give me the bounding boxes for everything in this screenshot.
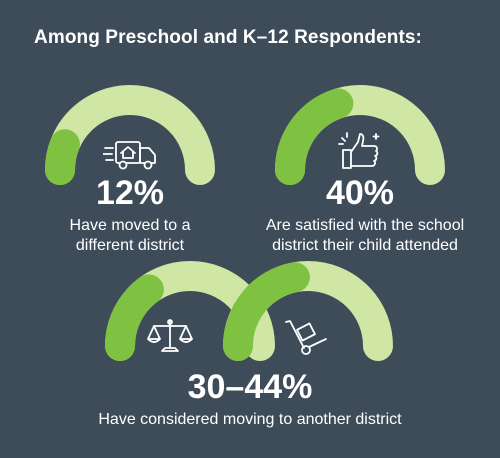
stat-desc-moved: Have moved to a different district (20, 216, 240, 256)
stat-desc-line: Have moved to a (69, 217, 191, 234)
page-title: Among Preschool and K–12 Respondents: (34, 27, 422, 48)
stat-desc-line: Are satisfied with the school (265, 217, 465, 234)
gauge-moved (45, 85, 215, 185)
gauge-fill (105, 274, 164, 361)
hand-truck-icon (285, 320, 327, 355)
stat-desc-satisfied: Are satisfied with the school district t… (240, 216, 490, 256)
gauge-fill (223, 262, 310, 361)
gauge-fill (45, 129, 80, 185)
scales-icon (147, 319, 193, 352)
stat-value-satisfied: 40% (325, 174, 395, 212)
stat-value-moved: 12% (95, 174, 165, 212)
gauge-considered-high (223, 261, 393, 361)
gauge-satisfied (275, 85, 445, 185)
moving-truck-icon (103, 141, 156, 170)
gauge-fill (275, 88, 354, 185)
thumbs-up-icon (338, 132, 380, 169)
stat-value-considered: 30–44% (187, 368, 313, 406)
stat-desc-line: district their child attended (272, 237, 458, 254)
stat-desc-line: different district (75, 237, 185, 254)
stat-desc-considered: Have considered moving to another distri… (98, 411, 402, 428)
